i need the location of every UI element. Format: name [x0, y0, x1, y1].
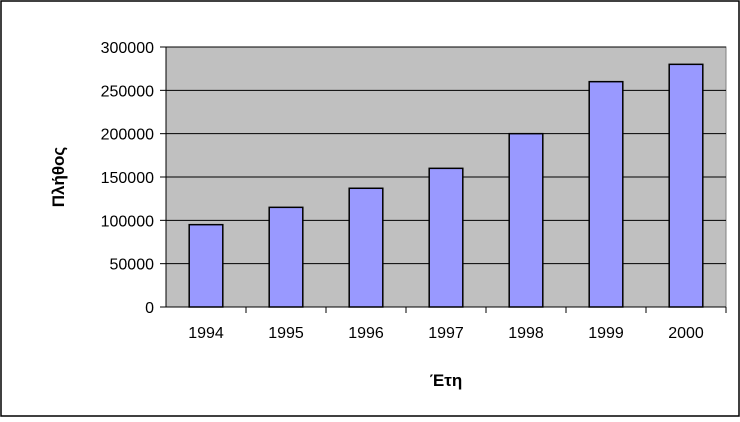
y-tick-label-200000: 200000: [101, 127, 154, 144]
axes: [160, 46, 727, 313]
y-tick-label-0: 0: [145, 300, 154, 317]
bar-1998: [508, 132, 544, 308]
bar-1999: [588, 80, 624, 308]
x-tick-label-1997: 1997: [428, 325, 464, 342]
y-tick-label-150000: 150000: [101, 170, 154, 187]
x-tick-label-2000: 2000: [668, 325, 704, 342]
y-tick-labels: 0 50000 100000 150000 200000 250000 300000: [101, 40, 154, 317]
x-tick-label-1999: 1999: [588, 325, 624, 342]
x-axis-title: Έτη: [430, 371, 462, 390]
y-axis-title: Πλήθος: [49, 147, 68, 208]
bar-1996: [348, 187, 384, 308]
bar-2000: [668, 63, 704, 308]
x-tick-label-1994: 1994: [188, 325, 224, 342]
x-tick-label-1998: 1998: [508, 325, 544, 342]
y-tick-label-250000: 250000: [101, 83, 154, 100]
y-tick-label-100000: 100000: [101, 213, 154, 230]
bar-1997: [428, 167, 464, 308]
y-tick-label-50000: 50000: [110, 257, 155, 274]
bar-1994: [188, 223, 224, 308]
x-tick-label-1995: 1995: [268, 325, 304, 342]
x-tick-label-1996: 1996: [348, 325, 384, 342]
bar-1995: [268, 206, 304, 308]
y-tick-label-300000: 300000: [101, 40, 154, 57]
bars: [188, 63, 704, 308]
x-tick-labels: 1994 1995 1996 1997 1998 1999 2000: [188, 325, 704, 342]
